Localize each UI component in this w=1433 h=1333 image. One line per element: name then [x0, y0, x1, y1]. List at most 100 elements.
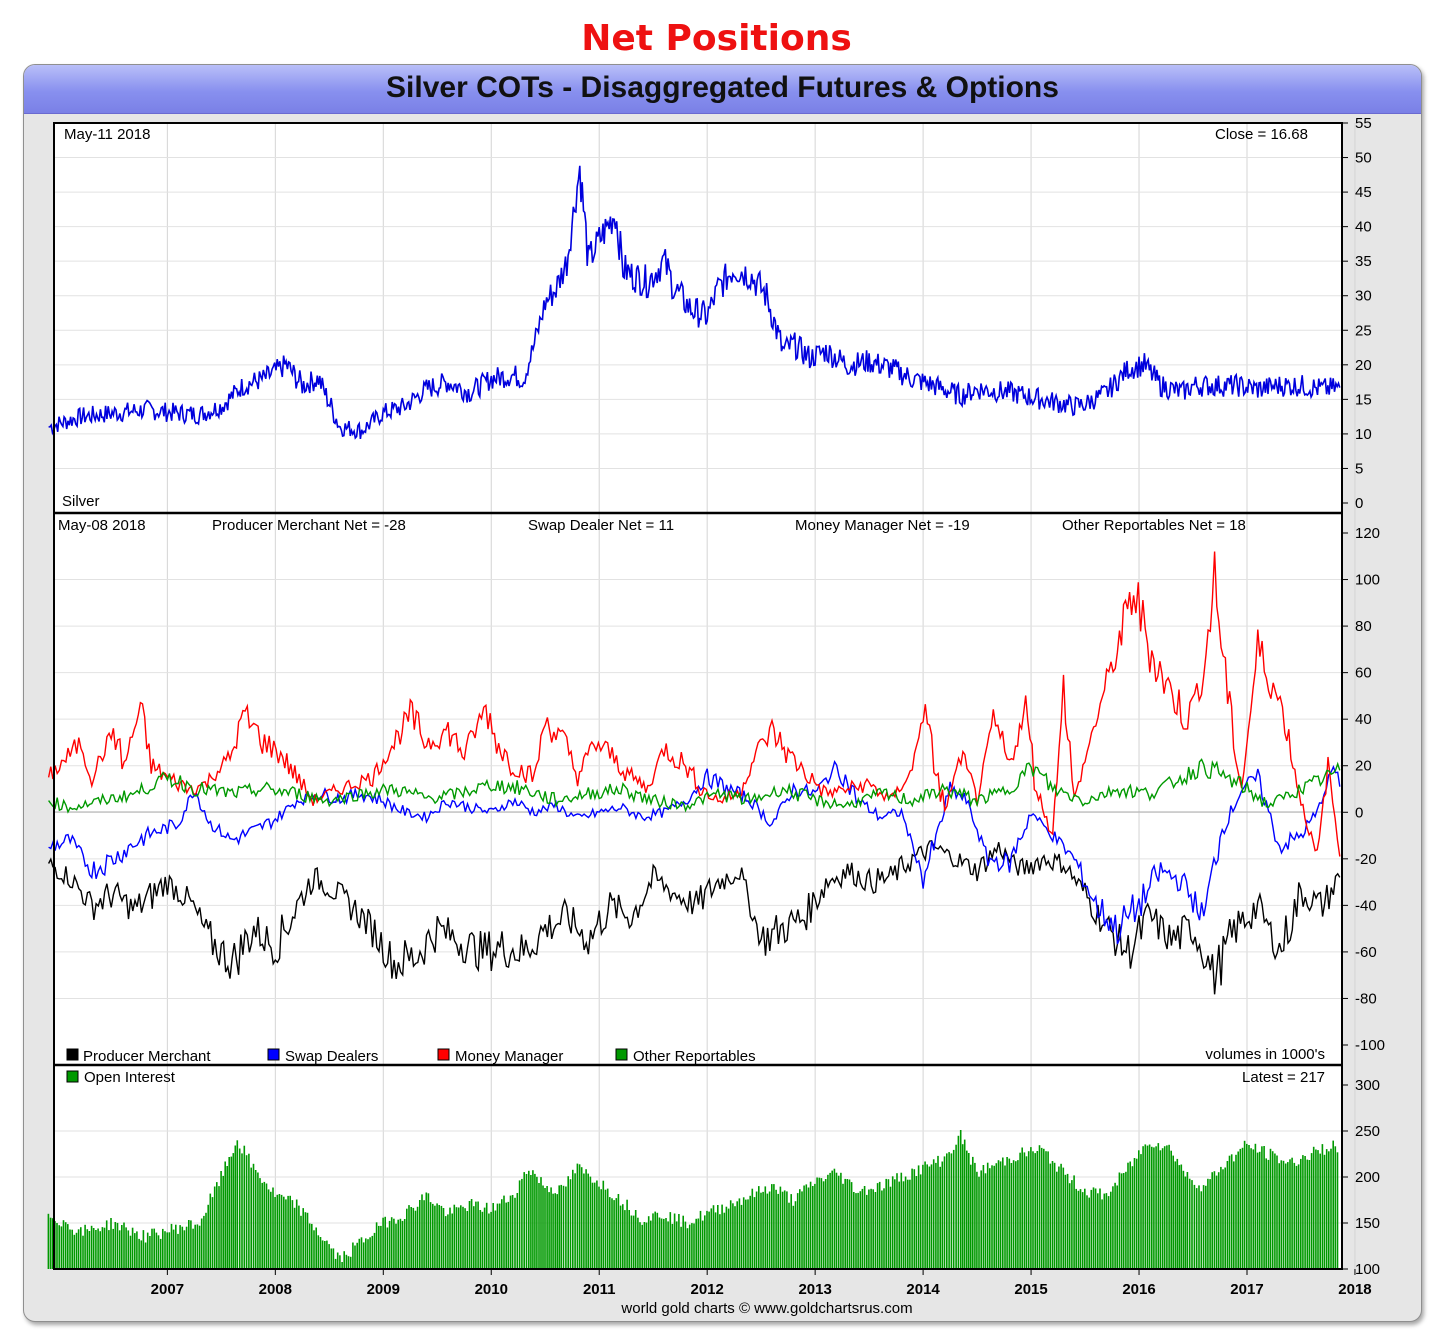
open-interest-bar	[1295, 1165, 1298, 1269]
open-interest-bar	[236, 1140, 239, 1269]
open-interest-bar	[525, 1174, 528, 1269]
open-interest-bar	[598, 1186, 600, 1269]
open-interest-bar	[1332, 1140, 1334, 1269]
open-interest-bar	[1230, 1154, 1233, 1269]
open-interest-bar	[972, 1156, 974, 1269]
open-interest-bar	[528, 1170, 530, 1269]
open-interest-bar	[138, 1238, 140, 1269]
open-interest-bar	[630, 1215, 633, 1269]
open-interest-bar	[118, 1230, 121, 1269]
open-interest-bar	[1258, 1151, 1261, 1269]
open-interest-bar	[546, 1186, 548, 1269]
open-interest-bar	[326, 1240, 328, 1269]
open-interest-bar	[887, 1179, 890, 1269]
open-interest-bar	[878, 1181, 881, 1269]
legend-label-producer: Producer Merchant	[83, 1048, 211, 1065]
open-interest-bar	[481, 1211, 484, 1269]
open-interest-bar	[88, 1231, 91, 1269]
open-interest-bar	[585, 1169, 587, 1269]
open-interest-bar	[935, 1162, 937, 1269]
open-interest-bar	[976, 1171, 978, 1269]
open-interest-bar	[1321, 1144, 1324, 1269]
open-interest-bar	[462, 1206, 464, 1269]
open-interest-bar	[755, 1191, 758, 1269]
open-interest-bar	[1118, 1172, 1121, 1269]
open-interest-bar	[162, 1228, 164, 1269]
open-interest-bar	[1304, 1156, 1306, 1269]
y-tick-label: 55	[1355, 115, 1372, 132]
open-interest-bar	[1112, 1186, 1114, 1269]
open-interest-bar	[874, 1192, 877, 1269]
open-interest-bar	[993, 1165, 995, 1269]
open-interest-bar	[922, 1164, 924, 1269]
open-interest-bar	[1193, 1184, 1196, 1269]
open-interest-bar	[846, 1179, 849, 1269]
open-interest-bar	[410, 1207, 412, 1269]
open-interest-bar	[1155, 1146, 1157, 1269]
open-interest-bar	[490, 1211, 492, 1269]
open-interest-bar	[665, 1218, 667, 1269]
open-interest-bar	[866, 1194, 868, 1269]
open-interest-bar	[267, 1189, 270, 1269]
open-interest-bar	[812, 1186, 814, 1269]
open-interest-bar	[99, 1231, 101, 1269]
open-interest-bar	[889, 1186, 892, 1269]
open-interest-bar	[518, 1180, 521, 1269]
open-interest-bar	[652, 1213, 654, 1269]
open-interest-bar	[915, 1176, 918, 1269]
open-interest-bar	[1081, 1192, 1084, 1269]
open-interest-bar	[775, 1189, 777, 1269]
open-interest-bar	[788, 1202, 790, 1269]
open-interest-bar	[1328, 1151, 1330, 1269]
swap-net-label: Swap Dealer Net = 11	[528, 517, 674, 534]
y-tick-label: 80	[1355, 618, 1372, 635]
open-interest-bar	[966, 1150, 968, 1269]
open-interest-bar	[276, 1194, 279, 1269]
open-interest-bar	[224, 1161, 226, 1269]
open-interest-bar	[516, 1193, 519, 1269]
legend-label-money: Money Manager	[455, 1048, 563, 1065]
open-interest-bar	[725, 1206, 728, 1269]
open-interest-bar	[678, 1214, 680, 1269]
open-interest-bar	[151, 1228, 153, 1269]
open-interest-bar	[538, 1183, 540, 1269]
open-interest-bar	[185, 1226, 188, 1269]
open-interest-bar	[721, 1204, 723, 1269]
open-interest-bar	[498, 1203, 501, 1269]
producer-net-label: Producer Merchant Net = -28	[212, 517, 406, 534]
open-interest-bar	[550, 1187, 552, 1269]
open-interest-bar	[950, 1153, 953, 1269]
open-interest-bar	[373, 1232, 376, 1269]
series-line-producer-merchant	[47, 840, 1341, 995]
open-interest-bar	[1110, 1191, 1112, 1269]
chart-title-bar: Silver COTs - Disaggregated Futures & Op…	[24, 65, 1421, 114]
open-interest-bar	[164, 1231, 166, 1269]
open-interest-bar	[1269, 1148, 1272, 1269]
open-interest-bar	[1030, 1147, 1032, 1269]
open-interest-bar	[360, 1237, 363, 1269]
open-interest-bar	[658, 1217, 661, 1269]
open-interest-bar	[1101, 1199, 1103, 1269]
open-interest-bar	[647, 1216, 650, 1269]
open-interest-bar	[103, 1227, 106, 1269]
open-interest-bar	[1036, 1151, 1039, 1269]
open-interest-bar	[1079, 1189, 1082, 1269]
open-interest-bar	[1174, 1161, 1177, 1269]
open-interest-bar	[521, 1178, 523, 1269]
money-net-label: Money Manager Net = -19	[795, 517, 970, 534]
open-interest-bar	[578, 1164, 581, 1269]
open-interest-bar	[632, 1215, 635, 1269]
y-tick-label: 120	[1355, 525, 1380, 542]
open-interest-bar	[475, 1201, 477, 1269]
open-interest-bar	[222, 1175, 224, 1269]
y-tick-label: 60	[1355, 665, 1372, 682]
open-interest-bar	[181, 1226, 184, 1269]
open-interest-bar	[1075, 1188, 1077, 1269]
open-interest-bar	[1084, 1188, 1086, 1269]
open-interest-bar	[1032, 1151, 1034, 1269]
open-interest-bar	[673, 1213, 676, 1269]
open-interest-bar	[1263, 1146, 1265, 1269]
open-interest-bar	[1252, 1149, 1255, 1269]
open-interest-bar	[393, 1218, 395, 1269]
open-interest-bar	[671, 1223, 674, 1269]
